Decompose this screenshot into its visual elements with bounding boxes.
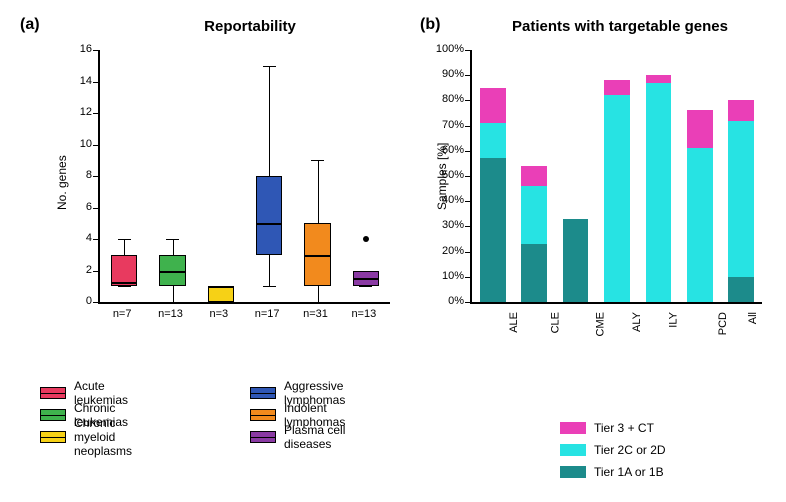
panel-a-title: Reportability <box>150 18 350 35</box>
ytick: 80% <box>432 93 464 105</box>
legend-label: Tier 1A or 1B <box>594 465 664 479</box>
xcat: ALY <box>631 312 643 332</box>
bar-seg-ILY-tier2 <box>646 83 672 302</box>
legend-item: Acute leukemias <box>40 385 132 401</box>
legend-item: Aggressive lymphomas <box>250 385 345 401</box>
ytick: 0% <box>432 295 464 307</box>
ytick: 0 <box>70 295 92 307</box>
panel-a-yaxis-label: No. genes <box>55 155 69 210</box>
xcat: CME <box>594 312 606 336</box>
bar-seg-CLE-tier2 <box>521 186 547 244</box>
legend-label: Tier 3 + CT <box>594 421 654 435</box>
ytick: 70% <box>432 119 464 131</box>
xtick: n=17 <box>247 308 287 320</box>
legend-item: Tier 3 + CT <box>560 420 666 436</box>
xcat: ALE <box>508 312 520 333</box>
bar-seg-ALE-tier3 <box>480 88 506 123</box>
bar-seg-All-tier3 <box>728 100 754 120</box>
panel-b-label: (b) <box>420 16 440 34</box>
figure-root: (a) (b) Reportability Patients with targ… <box>0 0 786 502</box>
bar-seg-ILY-tier3 <box>646 75 672 83</box>
panel-b-title: Patients with targetable genes <box>480 18 760 35</box>
bar-seg-All-tier1 <box>728 277 754 302</box>
bar-seg-PCD-tier2 <box>687 148 713 302</box>
ytick: 30% <box>432 219 464 231</box>
barplot-targetable-genes <box>470 50 762 304</box>
ytick: 100% <box>432 43 464 55</box>
bar-seg-CLE-tier1 <box>521 244 547 302</box>
legend-label: Chronic myeloid neoplasms <box>74 416 132 458</box>
ytick: 20% <box>432 245 464 257</box>
bar-seg-ALY-tier2 <box>604 95 630 302</box>
legend-label: Plasma cell diseases <box>284 423 345 451</box>
ytick: 12 <box>70 106 92 118</box>
box-chronic-myeloid-neoplasms <box>208 286 235 302</box>
xtick: n=13 <box>344 308 384 320</box>
xcat: PCD <box>717 312 729 335</box>
xtick: n=3 <box>199 308 239 320</box>
legend-item: Indolent lymphomas <box>250 407 345 423</box>
ytick: 4 <box>70 232 92 244</box>
legend-item: Chronic myeloid neoplasms <box>40 429 132 445</box>
boxplot-reportability <box>98 50 390 304</box>
legend-item: Tier 1A or 1B <box>560 464 666 480</box>
bar-seg-PCD-tier3 <box>687 110 713 148</box>
ytick: 40% <box>432 194 464 206</box>
legend-tiers: Tier 3 + CT Tier 2C or 2D Tier 1A or 1B <box>560 420 666 486</box>
ytick: 2 <box>70 264 92 276</box>
bar-seg-CLE-tier3 <box>521 166 547 186</box>
legend-item: Tier 2C or 2D <box>560 442 666 458</box>
ytick: 16 <box>70 43 92 55</box>
ytick: 50% <box>432 169 464 181</box>
ytick: 10 <box>70 138 92 150</box>
ytick: 6 <box>70 201 92 213</box>
ytick: 14 <box>70 75 92 87</box>
bar-seg-ALY-tier3 <box>604 80 630 95</box>
xcat: CLE <box>550 312 562 333</box>
bar-seg-ALE-tier1 <box>480 158 506 302</box>
xcat: ILY <box>668 312 680 328</box>
xtick: n=7 <box>102 308 142 320</box>
legend-item: Plasma cell diseases <box>250 429 345 445</box>
ytick: 90% <box>432 68 464 80</box>
ytick: 8 <box>70 169 92 181</box>
bar-seg-ALE-tier2 <box>480 123 506 158</box>
xtick: n=13 <box>151 308 191 320</box>
xcat: All <box>748 312 760 324</box>
bar-seg-All-tier2 <box>728 121 754 277</box>
ytick: 60% <box>432 144 464 156</box>
bar-seg-CME-tier1 <box>563 219 589 302</box>
ytick: 10% <box>432 270 464 282</box>
box-aggressive-lymphomas <box>256 176 283 255</box>
xtick: n=31 <box>296 308 336 320</box>
legend-label: Tier 2C or 2D <box>594 443 666 457</box>
panel-a-label: (a) <box>20 16 40 34</box>
